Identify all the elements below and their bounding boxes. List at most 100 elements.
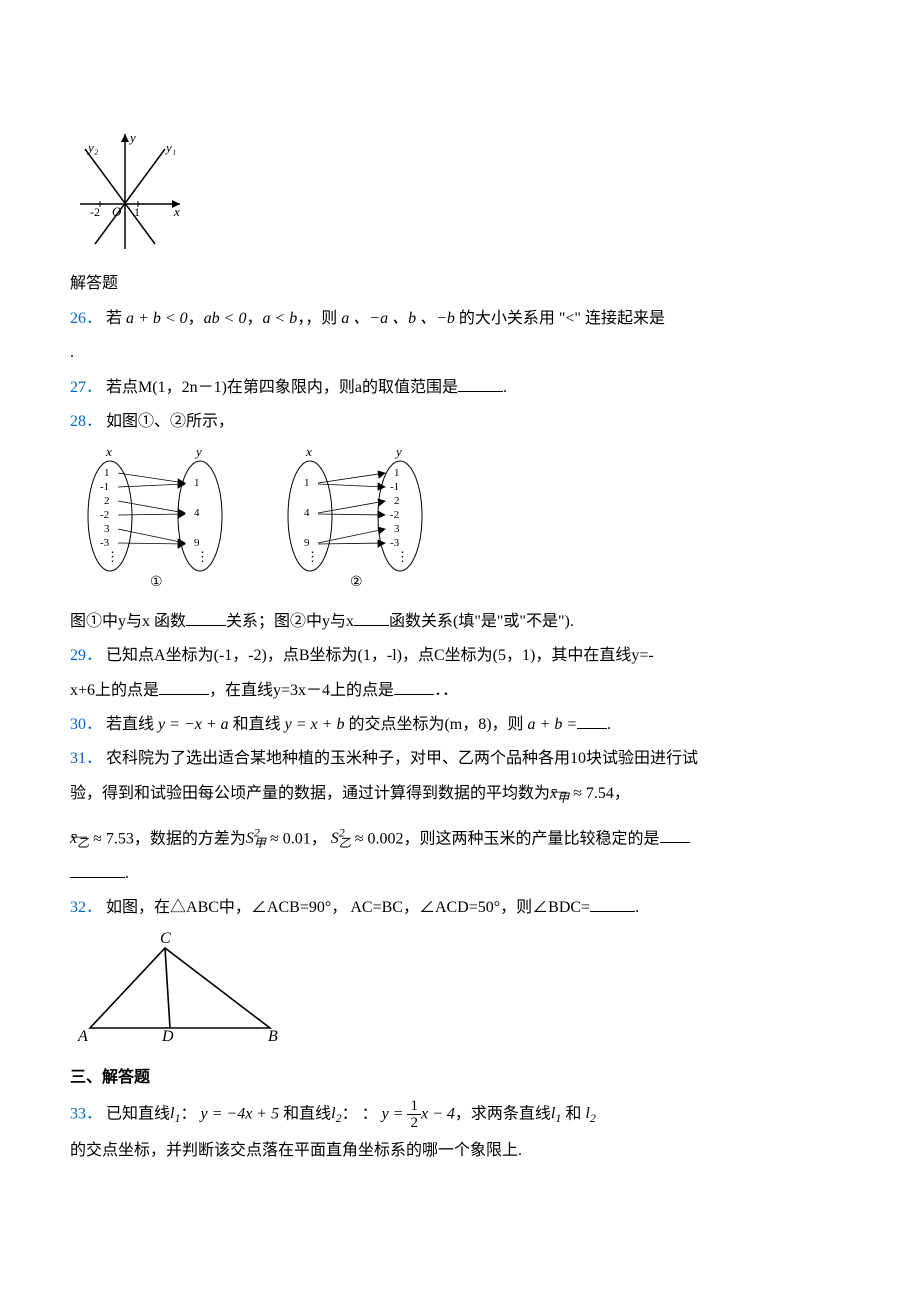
q33-l1: 33． 已知直线l1： y = −4x + 5 和直线l2： ： y = 12x… (70, 1098, 850, 1132)
svg-text:y: y (394, 444, 402, 459)
svg-text:②: ② (350, 575, 363, 590)
q28-l2c: 函数关系(填"是"或"不是"). (389, 613, 574, 630)
q30-eq3: a + b = (528, 716, 578, 733)
q33-eq1: y = −4x + 5 (201, 1105, 280, 1122)
q31-l3c: ，则这两种玉米的产量比较稳定的是 (404, 830, 660, 847)
q26-c1: a + b < 0 (126, 310, 188, 327)
q31-l1t: 农科院为了选出适合某地种植的玉米种子，对甲、乙两个品种各用10块试验田进行试 (106, 750, 698, 767)
q26-s1: ， (188, 310, 204, 327)
q30-tail: . (607, 716, 611, 733)
q28-l2b: 关系；图②中y与x (226, 613, 354, 630)
q28-diagram: x y 1 -1 2 -2 3 -3 ⋮ 1 4 9 ⋮ ① (70, 441, 850, 602)
section3: 三、解答题 (70, 1063, 850, 1093)
q31-num: 31． (70, 750, 102, 767)
svg-text:9: 9 (194, 537, 200, 549)
q32-num: 32． (70, 899, 102, 916)
q26-num: 26． (70, 310, 102, 327)
q28-line2: 图①中y与x 函数关系；图②中y与x函数关系(填"是"或"不是"). (70, 607, 850, 637)
q31-v2v: ≈ 0.002 (351, 830, 404, 847)
q31-l3b: ，数据的方差为 (134, 830, 246, 847)
q32: 32． 如图，在△ABC中，∠ACB=90°， AC=BC，∠ACD=50°，则… (70, 893, 850, 923)
q30-eq2: y = x + b (285, 716, 345, 733)
svg-text:1: 1 (304, 477, 310, 489)
q31-l1: 31． 农科院为了选出适合某地种植的玉米种子，对甲、乙两个品种各用10块试验田进… (70, 744, 850, 774)
q29-l2c: ．． (434, 682, 458, 699)
q31-v2sub: 乙 (339, 836, 351, 850)
q29-blank2 (394, 678, 434, 695)
svg-text:⋮: ⋮ (106, 549, 119, 564)
svg-text:⋮: ⋮ (196, 549, 209, 564)
q28-num: 28． (70, 413, 102, 430)
q27-blank (458, 375, 503, 392)
q27-num: 27． (70, 379, 102, 396)
svg-text:x: x (305, 444, 312, 459)
q30-c: 的交点坐标为(m，8)，则 (344, 716, 527, 733)
q26-period: . (70, 338, 850, 368)
q30-num: 30． (70, 716, 102, 733)
q28: 28． 如图①、②所示， (70, 407, 850, 437)
svg-text:2: 2 (104, 495, 110, 507)
q27: 27． 若点M(1，2n－1)在第四象限内，则a的取值范围是. (70, 373, 850, 403)
q33-l2bsub: 2 (590, 1111, 596, 1125)
q33-a: 已知直线 (106, 1105, 170, 1122)
q31-l2a: 验，得到和试验田每公顷产量的数据，通过计算得到数据的平均数为 (70, 785, 550, 802)
svg-text:1: 1 (134, 205, 140, 219)
svg-text:O: O (112, 204, 122, 219)
svg-text:-3: -3 (100, 537, 110, 549)
heading-jieda: 解答题 (70, 269, 850, 299)
svg-text:y: y (194, 444, 202, 459)
svg-text:1: 1 (104, 467, 110, 479)
svg-text:①: ① (150, 575, 163, 590)
q30-blank (577, 712, 607, 729)
q32-triangle: C A D B (70, 928, 850, 1059)
q26-a: 若 (106, 310, 126, 327)
svg-text:2: 2 (394, 495, 400, 507)
q29-num: 29． (70, 647, 102, 664)
q33-e: ，求两条直线 (455, 1105, 551, 1122)
q33-fnum: 1 (407, 1098, 421, 1116)
q31-v1s: S (246, 830, 254, 847)
q33-l2b: l2 (585, 1105, 595, 1122)
q26: 26． 若 a + b < 0，ab < 0，a < b，，则 a 、−a 、b… (70, 304, 850, 334)
svg-text:y: y (128, 130, 136, 145)
q29-l2a: x+6上的点是 (70, 682, 159, 699)
svg-text:-3: -3 (390, 537, 400, 549)
q26-c3: a < b (262, 310, 297, 327)
svg-text:A: A (77, 1028, 88, 1045)
q31-var2: S2乙 (331, 830, 351, 847)
q30-b: 和直线 (229, 716, 285, 733)
q29-l2b: ，在直线y=3x－4上的点是 (209, 682, 394, 699)
q31-mean1v: ≈ 7.54， (569, 785, 630, 802)
q30: 30． 若直线 y = −x + a 和直线 y = x + b 的交点坐标为(… (70, 710, 850, 740)
q33-frac: 12 (407, 1098, 421, 1132)
q29-blank1 (159, 678, 209, 695)
q32-blank (590, 895, 635, 912)
q31-var1: S2甲 (246, 830, 266, 847)
q28-blank1 (186, 609, 226, 626)
q31-tail: . (125, 865, 129, 882)
fig-top-graph: y₁ y₂ y x O 1 -2 (70, 124, 850, 265)
q31-l4: . (70, 859, 850, 889)
svg-text:x: x (105, 444, 112, 459)
q32-a: 如图，在△ABC中，∠ACB=90°， AC=BC，∠ACD=50°，则∠BDC… (106, 899, 590, 916)
q31-mean2: ―x̄乙 (70, 830, 89, 847)
q30-a: 若直线 (106, 716, 158, 733)
q33-l1sym: l1 (170, 1105, 180, 1122)
svg-text:-2: -2 (100, 509, 109, 521)
q26-tail: 的大小关系用 "<" 连接起来是 (455, 310, 665, 327)
q33-fden: 2 (407, 1115, 421, 1132)
q27-text: 若点M(1，2n－1)在第四象限内，则a的取值范围是 (106, 379, 458, 396)
svg-text:-1: -1 (390, 481, 399, 493)
svg-text:-1: -1 (100, 481, 109, 493)
q31-blank1 (660, 826, 690, 843)
q26-vars: a 、−a 、b 、−b (341, 310, 455, 327)
svg-text:4: 4 (304, 507, 310, 519)
q31-l2: 验，得到和试验田每公顷产量的数据，通过计算得到数据的平均数为―x̄甲 ≈ 7.5… (70, 779, 850, 810)
q29-l2: x+6上的点是 ，在直线y=3x－4上的点是 ．． (70, 676, 850, 706)
svg-text:1: 1 (394, 467, 400, 479)
q32-tail: . (635, 899, 639, 916)
q27-tail: . (503, 379, 507, 396)
q29-l1: 29． 已知点A坐标为(-1，-2)，点B坐标为(1，-l)，点C坐标为(5，1… (70, 641, 850, 671)
q28-text: 如图①、②所示， (106, 413, 234, 430)
q33-f: 和 (561, 1105, 585, 1122)
